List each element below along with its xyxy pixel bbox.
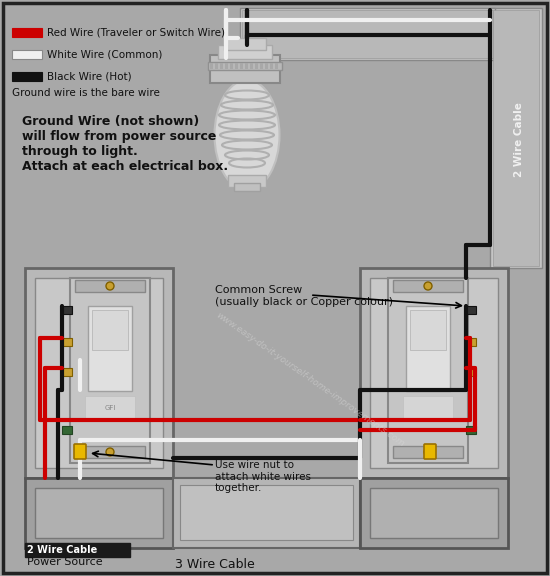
Bar [490,8,542,268]
Text: Common Screw
(usually black or Copper colour): Common Screw (usually black or Copper co… [215,285,393,306]
Bar [240,8,495,60]
FancyBboxPatch shape [74,444,86,459]
Bar [224,38,266,50]
Bar [228,175,266,187]
Bar [235,63,238,69]
Bar [466,306,476,314]
Bar [62,306,72,314]
Bar [62,426,72,434]
Bar [493,10,539,266]
Bar [370,278,498,468]
Text: Ground wire is the bare wire: Ground wire is the bare wire [12,88,160,98]
Text: Black Wire (Hot): Black Wire (Hot) [47,71,131,81]
Bar [406,306,450,391]
Bar [360,268,508,478]
Bar [410,310,446,350]
Bar [25,543,130,557]
Text: White Wire (Common): White Wire (Common) [47,50,162,59]
Bar [403,396,453,421]
Bar [85,396,135,421]
Bar [215,63,218,69]
Bar [92,310,128,350]
Bar [25,268,173,478]
Bar [250,63,253,69]
Bar [35,278,163,468]
Bar [234,183,260,191]
Bar [75,280,145,292]
Bar [275,63,278,69]
Circle shape [106,448,114,456]
Bar [225,63,228,69]
Text: 2 Wire Cable: 2 Wire Cable [514,103,524,177]
Bar [210,55,280,83]
Bar [466,426,476,434]
Bar [12,28,42,37]
Bar [388,278,468,463]
Bar [180,485,353,540]
Bar [208,62,282,70]
Bar [360,478,508,548]
Bar [210,63,213,69]
Bar [12,50,42,59]
Bar [393,446,463,458]
Ellipse shape [214,80,279,190]
FancyBboxPatch shape [424,444,436,459]
Bar [62,338,72,346]
Bar [35,488,163,538]
Bar [25,478,173,548]
Bar [393,280,463,292]
Bar [62,368,72,376]
Bar [242,10,493,58]
Circle shape [106,282,114,290]
Text: Ground Wire (not shown)
will flow from power source
through to light.
Attach at : Ground Wire (not shown) will flow from p… [22,115,228,173]
Text: www.easy-do-it-yourself-home-improvements.com: www.easy-do-it-yourself-home-improvement… [214,311,406,449]
Bar [255,63,258,69]
Bar [466,368,476,376]
Bar [218,45,272,59]
Bar [265,63,268,69]
Text: 3 Wire Cable: 3 Wire Cable [175,558,255,571]
Bar [270,63,273,69]
Bar [75,446,145,458]
Bar [466,338,476,346]
Text: Power Source: Power Source [27,557,103,567]
Bar [70,278,150,463]
Bar [245,63,248,69]
Text: Red Wire (Traveler or Switch Wire): Red Wire (Traveler or Switch Wire) [47,28,225,37]
Bar [12,72,42,81]
Text: GFI: GFI [104,405,116,411]
Bar [220,63,223,69]
Bar [230,63,233,69]
Circle shape [424,282,432,290]
Circle shape [424,448,432,456]
Bar [240,63,243,69]
Bar [88,306,132,391]
Bar [260,63,263,69]
Text: 2 Wire Cable: 2 Wire Cable [27,545,97,555]
Bar [173,478,360,548]
Bar [370,488,498,538]
Text: Use wire nut to
attach white wires
together.: Use wire nut to attach white wires toget… [215,460,311,493]
